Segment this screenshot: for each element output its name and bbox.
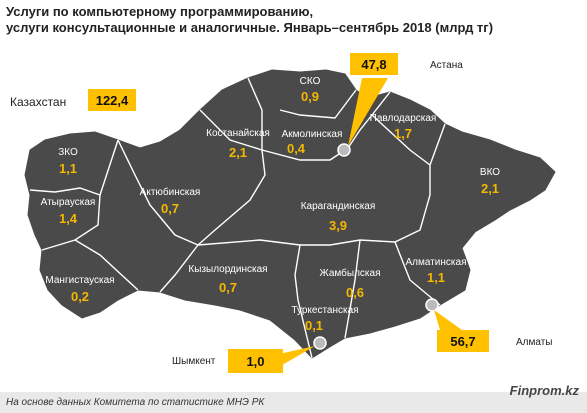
footer-bar xyxy=(0,392,587,413)
region-value-mangistau: 0,2 xyxy=(70,289,90,304)
region-value-akmola: 0,4 xyxy=(286,141,306,156)
region-value-kyzylorda: 0,7 xyxy=(218,280,238,295)
region-value-kostanay: 2,1 xyxy=(228,145,248,160)
region-label-pavlodar: Павлодарская xyxy=(369,113,437,124)
region-label-kostanay: Костанайская xyxy=(206,128,270,139)
region-value-zhambyl: 0,6 xyxy=(345,285,365,300)
region-value-karaganda: 3,9 xyxy=(328,218,348,233)
region-label-zhambyl: Жамбылская xyxy=(319,268,381,279)
shymkent-value-box: 1,0 xyxy=(228,349,283,373)
region-value-zko: 1,1 xyxy=(58,161,78,176)
total-label: Казахстан xyxy=(10,95,67,109)
source-note: На основе данных Комитета по статистике … xyxy=(6,397,265,408)
region-value-aktobe: 0,7 xyxy=(160,201,180,216)
total-value-box: 122,4 xyxy=(88,89,136,111)
title-line-1: Услуги по компьютерному программированию… xyxy=(6,4,314,19)
region-label-mangistau: Мангистауская xyxy=(45,275,115,286)
region-label-zko: ЗКО xyxy=(58,147,78,158)
title-line-2: услуги консультационные и аналогичные. Я… xyxy=(6,20,494,35)
astana-value-box: 47,8 xyxy=(350,53,398,75)
region-value-vko: 2,1 xyxy=(480,181,500,196)
region-label-karaganda: Карагандинская xyxy=(300,201,376,212)
brand-logo: Finprom.kz xyxy=(509,383,579,398)
chart-title: Услуги по компьютерному программированию… xyxy=(6,4,493,36)
astana-marker xyxy=(337,143,351,157)
region-label-almaty-region: Алматинская xyxy=(405,257,467,268)
almaty-marker xyxy=(425,298,439,312)
region-label-aktobe: Актюбинская xyxy=(139,187,201,198)
region-label-atyrau: Атырауская xyxy=(40,197,96,208)
country-shape xyxy=(24,69,556,359)
region-value-atyrau: 1,4 xyxy=(58,211,78,226)
region-label-akmola: Акмолинская xyxy=(281,129,343,140)
region-value-almaty-region: 1,1 xyxy=(426,270,446,285)
astana-label: Астана xyxy=(430,60,463,71)
region-label-kyzylorda: Кызылординская xyxy=(188,264,268,275)
region-label-turkestan: Туркестанская xyxy=(291,305,359,316)
astana-callout-pointer xyxy=(348,78,388,146)
almaty-callout-pointer xyxy=(434,310,462,330)
shymkent-label: Шымкент xyxy=(172,356,216,367)
region-value-turkestan: 0,1 xyxy=(304,318,324,333)
almaty-label: Алматы xyxy=(516,337,553,348)
almaty-value-box: 56,7 xyxy=(437,330,489,352)
region-value-sko: 0,9 xyxy=(300,89,320,104)
region-label-vko: ВКО xyxy=(479,167,501,178)
shymkent-marker xyxy=(313,336,327,350)
region-value-pavlodar: 1,7 xyxy=(393,126,413,141)
region-borders xyxy=(29,77,446,359)
region-label-sko: СКО xyxy=(299,76,321,87)
